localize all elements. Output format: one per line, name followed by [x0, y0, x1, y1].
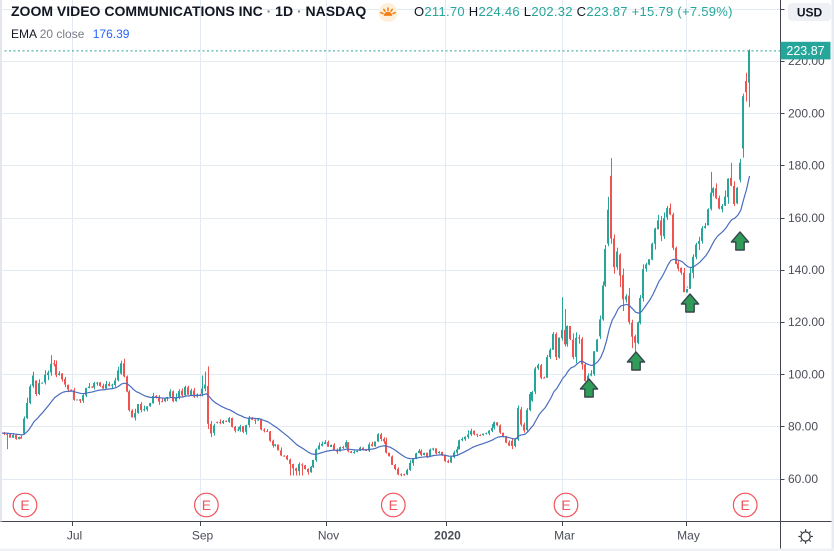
svg-text:Mar: Mar [554, 529, 575, 543]
svg-text:60.00: 60.00 [788, 472, 818, 486]
svg-text:E: E [389, 497, 398, 513]
svg-text:E: E [20, 497, 29, 513]
svg-text:223.87: 223.87 [786, 44, 824, 58]
svg-text:Sep: Sep [192, 529, 214, 543]
svg-text:E: E [741, 497, 750, 513]
svg-text:Jul: Jul [67, 529, 82, 543]
svg-text:100.00: 100.00 [788, 367, 825, 381]
svg-text:160.00: 160.00 [788, 211, 825, 225]
svg-text:USD: USD [797, 6, 823, 20]
svg-text:May: May [677, 529, 700, 543]
svg-text:ZOOM VIDEO COMMUNICATIONS INC: ZOOM VIDEO COMMUNICATIONS INC · 1D · NAS… [11, 3, 366, 19]
svg-text:180.00: 180.00 [788, 159, 825, 173]
svg-text:140.00: 140.00 [788, 263, 825, 277]
svg-text:Nov: Nov [318, 529, 339, 543]
svg-text:120.00: 120.00 [788, 315, 825, 329]
svg-text:200.00: 200.00 [788, 106, 825, 120]
svg-text:E: E [561, 497, 570, 513]
svg-text:EMA 20 close 176.39: EMA 20 close 176.39 [11, 27, 130, 41]
svg-text:2020: 2020 [434, 529, 461, 543]
svg-text:80.00: 80.00 [788, 420, 818, 434]
svg-text:O211.70 H224.46 L202.32 C223.8: O211.70 H224.46 L202.32 C223.87 +15.79 (… [414, 4, 733, 19]
svg-text:E: E [202, 497, 211, 513]
